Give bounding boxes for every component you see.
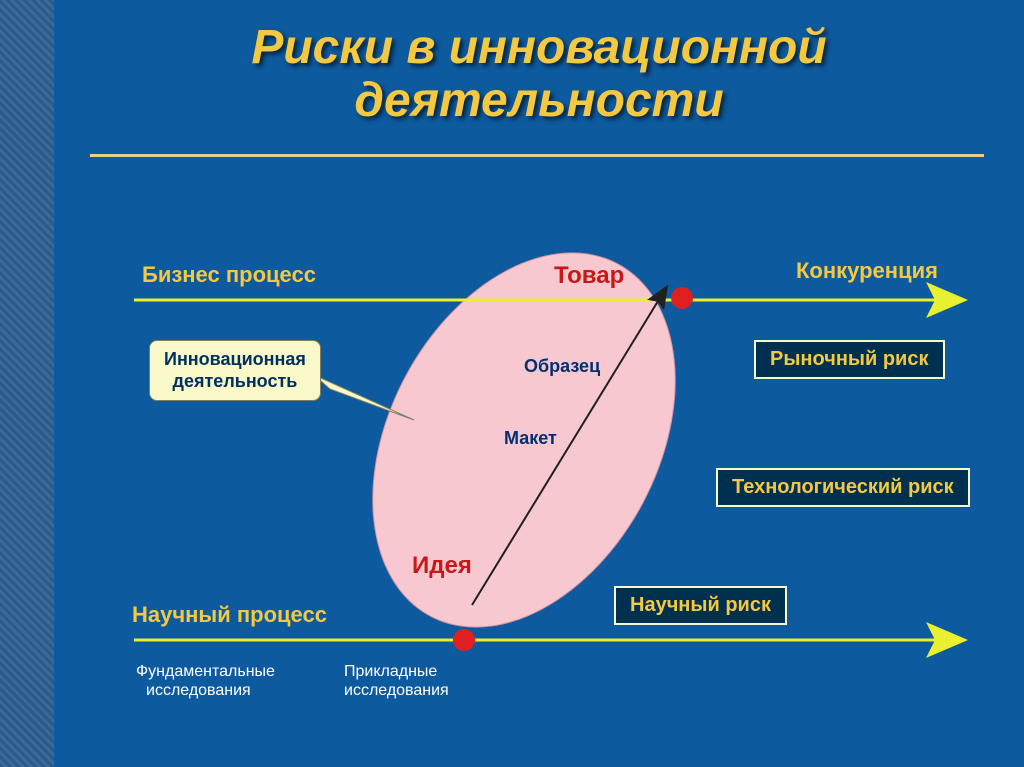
fundamental-line-2: исследования [136, 681, 275, 700]
risk-box-scientific: Научный риск [614, 586, 787, 625]
diagram-area: Бизнес процесс Конкуренция Инновационная… [54, 180, 1024, 767]
callout-innovation-activity: Инновационная деятельность [149, 340, 321, 401]
risk-box-technological: Технологический риск [716, 468, 970, 507]
label-competition: Конкуренция [796, 258, 938, 284]
applied-line-1: Прикладные [344, 662, 449, 681]
label-applied: Прикладные исследования [344, 662, 449, 700]
slide-title: Риски в инновационной деятельности [54, 22, 1024, 128]
label-mockup: Макет [504, 428, 557, 449]
left-texture-strip [0, 0, 54, 767]
fundamental-line-1: Фундаментальные [136, 662, 275, 681]
label-business-process: Бизнес процесс [142, 262, 316, 288]
title-line-2: деятельности [54, 75, 1024, 128]
label-sample: Образец [524, 356, 600, 377]
title-line-1: Риски в инновационной [54, 22, 1024, 75]
label-fundamental: Фундаментальные исследования [136, 662, 275, 700]
label-idea: Идея [412, 552, 472, 580]
bottom-red-dot [453, 629, 475, 651]
callout-line-2: деятельность [164, 371, 306, 393]
top-red-dot [671, 287, 693, 309]
applied-line-2: исследования [344, 681, 449, 700]
title-underline [90, 154, 984, 157]
callout-line-1: Инновационная [164, 349, 306, 371]
risk-box-market: Рыночный риск [754, 340, 945, 379]
label-scientific-process: Научный процесс [132, 602, 327, 628]
label-product: Товар [554, 262, 624, 290]
